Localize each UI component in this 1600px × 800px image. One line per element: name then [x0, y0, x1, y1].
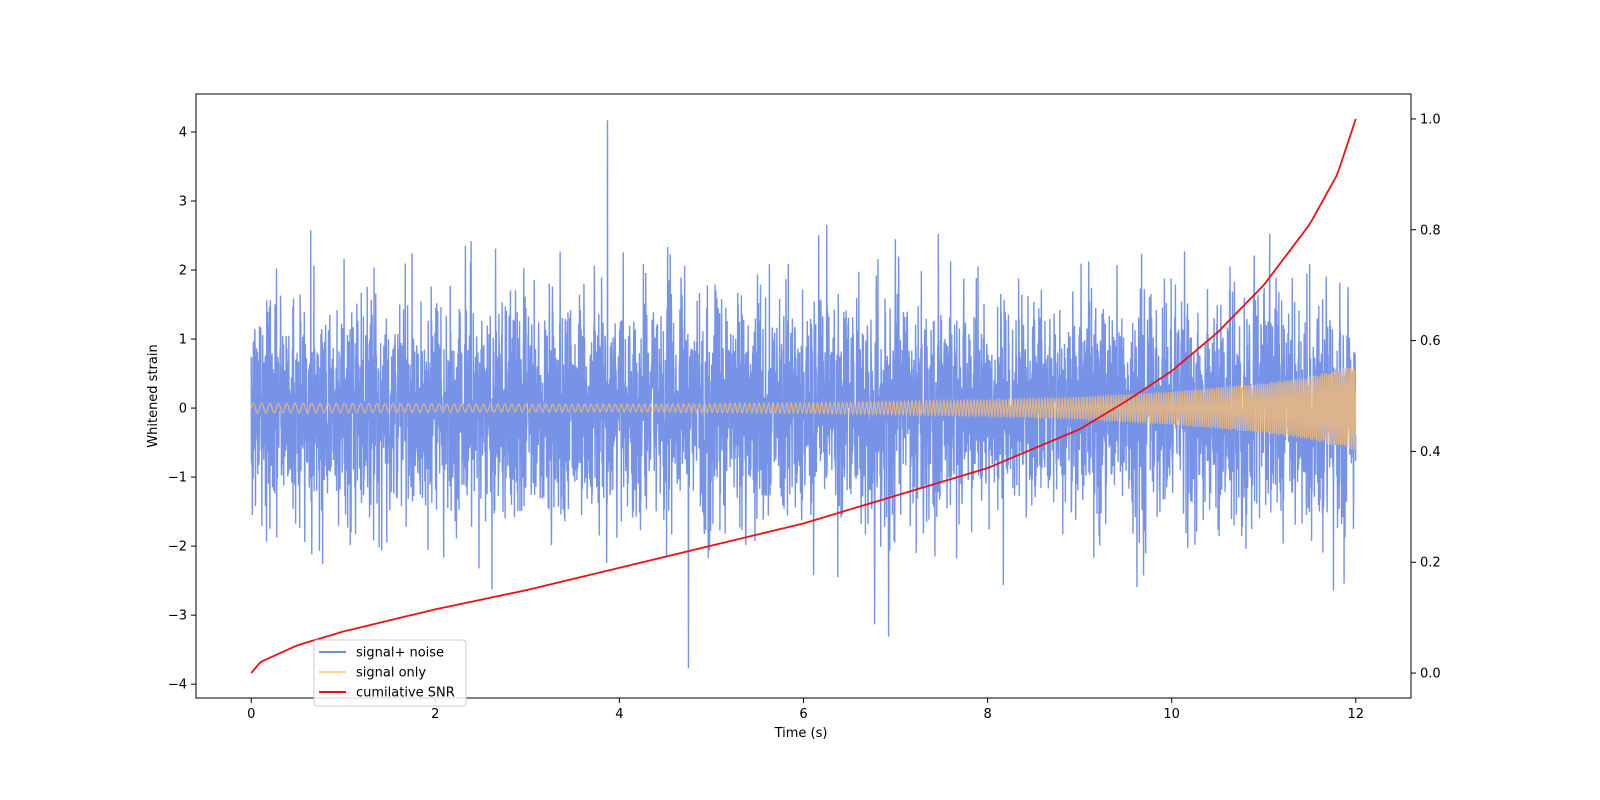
series-signal-only-line: [250, 367, 1357, 451]
series-cumulative-snr-line: [250, 118, 1357, 674]
y-tick-label: −4: [168, 678, 187, 693]
y-tick-label: 2: [179, 264, 187, 279]
y-tick-label: 4: [179, 125, 187, 140]
y-tick-label: 3: [179, 194, 187, 209]
y2-tick-label: 0.0: [1420, 667, 1441, 682]
x-tick-label: 8: [983, 707, 991, 722]
legend-box: [313, 639, 467, 707]
x-tick-label: 12: [1347, 707, 1364, 722]
y2-tick-label: 0.6: [1420, 334, 1441, 349]
x-tick-label: 4: [615, 707, 623, 722]
legend-label: signal+ noise: [356, 646, 444, 661]
y2-tick-label: 0.2: [1420, 556, 1441, 571]
y2-tick-label: 0.4: [1420, 445, 1441, 460]
legend-label: cumilative SNR: [356, 686, 455, 701]
x-tick-label: 6: [799, 707, 807, 722]
y-tick-label: 1: [179, 333, 187, 348]
y2-tick-label: 1.0: [1420, 112, 1441, 127]
y-tick-label: 0: [179, 402, 187, 417]
y-tick-label: −2: [168, 540, 187, 555]
legend-label: signal only: [356, 666, 426, 681]
plot-area: [250, 118, 1357, 674]
x-tick-label: 2: [431, 707, 439, 722]
y-tick-label: −1: [168, 471, 187, 486]
y-axis-label: Whitened strain: [146, 344, 161, 447]
y2-tick-label: 0.8: [1420, 223, 1441, 238]
x-tick-label: 10: [1163, 707, 1180, 722]
x-axis-label: Time (s): [774, 726, 828, 741]
x-tick-label: 0: [247, 707, 255, 722]
legend: signal+ noise signal only cumilative SNR: [313, 639, 467, 707]
y-tick-label: −3: [168, 609, 187, 624]
